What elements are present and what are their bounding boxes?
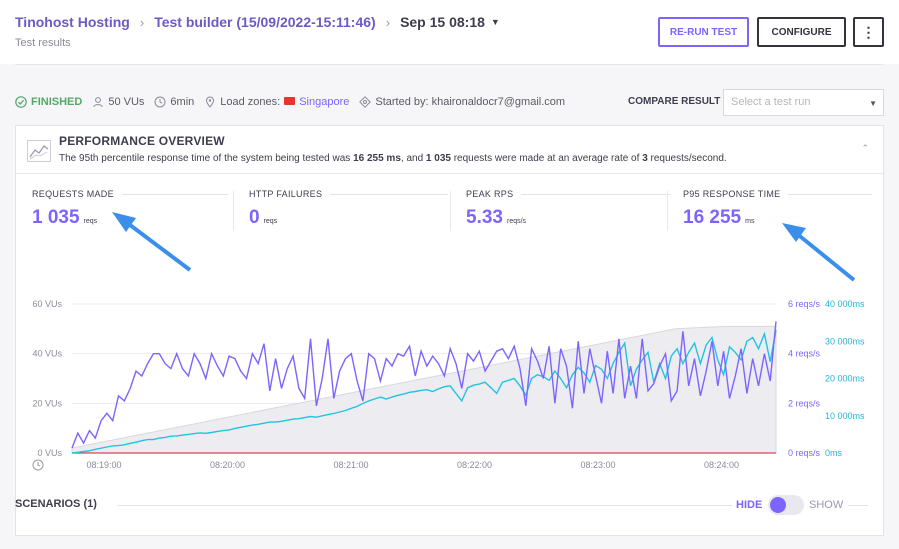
stat-http-failures: HTTP FAILURES 0 reqs (249, 189, 449, 229)
load-zones-info: Load zones: Singapore (204, 96, 349, 108)
load-zone-link[interactable]: Singapore (299, 96, 350, 108)
stat-label: HTTP FAILURES (249, 189, 323, 199)
stat-label: REQUESTS MADE (32, 189, 114, 199)
clock-icon (32, 459, 44, 471)
stat-requests-made: REQUESTS MADE 1 035 reqs (32, 189, 228, 229)
stat-divider (667, 191, 668, 231)
stat-p95-response-time: P95 RESPONSE TIME 16 255 ms (683, 189, 873, 229)
map-pin-icon (204, 96, 216, 108)
stat-divider (450, 191, 451, 231)
stat-value: 5.33 (466, 207, 503, 228)
chevron-right-icon: › (385, 14, 391, 30)
rerun-test-button[interactable]: RE-RUN TEST (658, 17, 749, 47)
header-divider (15, 64, 884, 65)
y-tick-label: 40 VUs (32, 349, 62, 359)
x-tick-label: 08:24:00 (704, 460, 739, 470)
ms-tick-label: 30 000ms (825, 336, 865, 346)
annotation-arrow (112, 212, 192, 272)
clock-icon (154, 96, 166, 108)
overview-title: PERFORMANCE OVERVIEW (59, 134, 225, 148)
rps-tick-label: 0 reqs/s (788, 448, 821, 458)
stat-unit: reqs (263, 218, 278, 225)
series-rps (71, 321, 777, 449)
stat-peak-rps: PEAK RPS 5.33 reqs/s (466, 189, 672, 229)
stat-divider (233, 191, 234, 231)
hide-label[interactable]: HIDE (736, 499, 763, 511)
user-icon (92, 96, 104, 108)
compare-result-label: COMPARE RESULT (628, 96, 721, 107)
stat-value: 0 (249, 207, 260, 228)
y-tick-label: 0 VUs (37, 448, 62, 458)
more-options-button[interactable]: ⋮ (853, 17, 884, 47)
stat-value: 16 255 (683, 207, 742, 228)
x-tick-label: 08:19:00 (86, 460, 121, 470)
chevron-down-icon: ▼ (490, 17, 500, 27)
scenarios-divider (118, 505, 732, 506)
x-tick-label: 08:23:00 (580, 460, 615, 470)
x-tick-label: 08:21:00 (333, 460, 368, 470)
run-selector[interactable]: Sep 15 08:18 ▼ (400, 14, 500, 30)
scenarios-divider (848, 505, 868, 506)
breadcrumb-org[interactable]: Tinohost Hosting (15, 14, 130, 30)
x-tick-label: 08:22:00 (457, 460, 492, 470)
check-circle-icon (15, 96, 27, 108)
series-response-time (71, 329, 777, 454)
compare-placeholder: Select a test run (731, 96, 811, 108)
show-label[interactable]: SHOW (809, 499, 844, 511)
y-tick-label: 60 VUs (32, 299, 62, 309)
ms-tick-label: 40 000ms (825, 299, 865, 309)
stat-unit: reqs (83, 218, 98, 225)
toggle-knob (770, 497, 786, 513)
line-chart-icon (27, 140, 51, 162)
load-zones-label: Load zones: (220, 96, 281, 108)
scenarios-title: SCENARIOS (1) (15, 498, 97, 510)
scenarios-toggle[interactable] (768, 495, 804, 515)
x-tick-label: 08:20:00 (210, 460, 245, 470)
status-badge: FINISHED (15, 96, 82, 108)
page-header: Tinohost Hosting › Test builder (15/09/2… (0, 0, 899, 64)
ms-tick-label: 20 000ms (825, 374, 865, 384)
compare-run-select[interactable]: Select a test run ▼ (723, 89, 884, 116)
vus-text: 50 VUs (108, 96, 145, 108)
started-by-info: Started by: khaironaldocr7@gmail.com (359, 96, 565, 108)
test-meta: FINISHED 50 VUs 6min Load zones: Singapo… (15, 94, 575, 110)
stat-label: P95 RESPONSE TIME (683, 189, 781, 199)
rps-tick-label: 2 reqs/s (788, 398, 821, 408)
rps-tick-label: 6 reqs/s (788, 299, 821, 309)
status-text: FINISHED (31, 96, 83, 108)
collapse-chevron-icon[interactable]: ⌃ (861, 143, 869, 153)
rps-tick-label: 4 reqs/s (788, 349, 821, 359)
annotation-arrow (782, 223, 856, 282)
stat-unit: reqs/s (506, 218, 527, 225)
stat-value: 1 035 (32, 207, 80, 228)
duration-info: 6min (154, 96, 194, 108)
card-divider (16, 173, 883, 174)
started-by-text: Started by: khaironaldocr7@gmail.com (375, 96, 566, 108)
stat-label: PEAK RPS (466, 189, 514, 199)
breadcrumb: Tinohost Hosting › Test builder (15/09/2… (15, 14, 500, 30)
breadcrumb-test[interactable]: Test builder (15/09/2022-15:11:46) (154, 14, 376, 30)
page-subtitle: Test results (15, 37, 71, 49)
chevron-right-icon: › (139, 14, 145, 30)
run-label: Sep 15 08:18 (400, 14, 485, 30)
overview-description: The 95th percentile response time of the… (59, 153, 727, 164)
diamond-icon (359, 96, 372, 108)
ms-tick-label: 0ms (825, 448, 843, 458)
singapore-flag-icon (284, 97, 296, 105)
y-tick-label: 20 VUs (32, 398, 62, 408)
vus-info: 50 VUs (92, 96, 144, 108)
configure-button[interactable]: CONFIGURE (757, 17, 846, 47)
duration-text: 6min (170, 96, 195, 108)
stat-unit: ms (745, 218, 755, 225)
chevron-down-icon: ▼ (869, 99, 877, 108)
ms-tick-label: 10 000ms (825, 411, 865, 421)
